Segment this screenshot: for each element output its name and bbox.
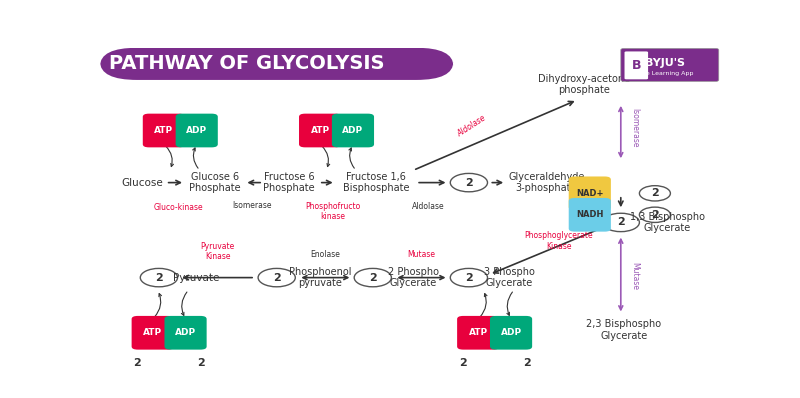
Text: ADP: ADP (342, 126, 363, 135)
Text: ADP: ADP (175, 328, 196, 337)
Text: Fructose 6
Phosphate: Fructose 6 Phosphate (263, 172, 315, 193)
Text: Aldolase: Aldolase (456, 113, 488, 139)
Text: Isomerase: Isomerase (630, 108, 639, 147)
Text: NAD+: NAD+ (576, 189, 603, 198)
Circle shape (186, 356, 217, 371)
FancyBboxPatch shape (621, 49, 718, 82)
Text: 2: 2 (465, 178, 473, 187)
Text: 2: 2 (617, 217, 625, 227)
Circle shape (511, 356, 542, 371)
Text: Gluco-kinase: Gluco-kinase (154, 203, 203, 212)
Text: Phosphoenol
pyruvate: Phosphoenol pyruvate (289, 267, 351, 289)
Text: 1,3 Bisphospho
Glycerate: 1,3 Bisphospho Glycerate (630, 212, 705, 233)
Text: 2: 2 (465, 273, 473, 283)
Text: 2: 2 (651, 210, 658, 220)
Text: BYJU'S: BYJU'S (646, 58, 686, 68)
FancyBboxPatch shape (142, 114, 185, 147)
Circle shape (354, 268, 391, 287)
Text: 2: 2 (651, 188, 658, 198)
Text: 2: 2 (273, 273, 281, 283)
Circle shape (450, 268, 487, 287)
Text: Dihydroxy-acetone
phosphate: Dihydroxy-acetone phosphate (538, 74, 630, 96)
FancyBboxPatch shape (569, 198, 611, 232)
FancyBboxPatch shape (490, 316, 532, 349)
FancyBboxPatch shape (132, 316, 174, 349)
Text: Isomerase: Isomerase (232, 201, 272, 210)
FancyBboxPatch shape (176, 114, 218, 147)
Text: 2 Phospho
Glycerate: 2 Phospho Glycerate (388, 267, 438, 289)
Text: Mutase: Mutase (630, 262, 639, 290)
Text: Phosphofructo
kinase: Phosphofructo kinase (305, 202, 360, 221)
Circle shape (258, 268, 295, 287)
Text: Fructose 1,6
Bisphosphate: Fructose 1,6 Bisphosphate (342, 172, 409, 193)
Circle shape (602, 213, 639, 232)
Text: Phosphoglycerate
Kinase: Phosphoglycerate Kinase (525, 231, 593, 250)
Text: Glucose: Glucose (122, 178, 163, 187)
Circle shape (639, 185, 670, 201)
Text: 3 Phospho
Glycerate: 3 Phospho Glycerate (484, 267, 534, 289)
Text: 2,3 Bisphospho
Glycerate: 2,3 Bisphospho Glycerate (586, 319, 662, 341)
Text: 2: 2 (459, 359, 466, 369)
Text: 2: 2 (155, 273, 162, 283)
Text: ADP: ADP (501, 328, 522, 337)
Text: Enolase: Enolase (310, 250, 340, 259)
Text: PATHWAY OF GLYCOLYSIS: PATHWAY OF GLYCOLYSIS (110, 54, 385, 73)
Circle shape (122, 356, 153, 371)
Circle shape (447, 356, 478, 371)
Text: Mutase: Mutase (407, 250, 435, 259)
FancyBboxPatch shape (165, 316, 206, 349)
Text: ATP: ATP (310, 126, 330, 135)
Text: ATP: ATP (143, 328, 162, 337)
Text: NADH: NADH (576, 210, 603, 219)
Text: ATP: ATP (154, 126, 174, 135)
FancyBboxPatch shape (299, 114, 341, 147)
Text: Pyruvate
Kinase: Pyruvate Kinase (201, 242, 235, 261)
Text: 2: 2 (369, 273, 377, 283)
Circle shape (639, 207, 670, 222)
FancyBboxPatch shape (332, 114, 374, 147)
Text: ADP: ADP (186, 126, 207, 135)
Text: Pyruvate: Pyruvate (173, 273, 219, 283)
FancyBboxPatch shape (457, 316, 499, 349)
Text: Glucose 6
Phosphate: Glucose 6 Phosphate (189, 172, 241, 193)
Circle shape (450, 174, 487, 192)
Circle shape (140, 268, 178, 287)
FancyBboxPatch shape (569, 176, 611, 210)
Text: 2: 2 (134, 359, 141, 369)
Text: 2: 2 (522, 359, 530, 369)
Text: B: B (631, 59, 641, 72)
FancyBboxPatch shape (100, 48, 454, 80)
Text: Aldolase: Aldolase (412, 202, 445, 211)
FancyBboxPatch shape (625, 51, 648, 79)
Text: Glyceraldehyde
3-phosphate: Glyceraldehyde 3-phosphate (508, 172, 585, 193)
Text: ATP: ATP (469, 328, 488, 337)
Text: 2: 2 (197, 359, 205, 369)
Text: The Learning App: The Learning App (638, 71, 693, 76)
